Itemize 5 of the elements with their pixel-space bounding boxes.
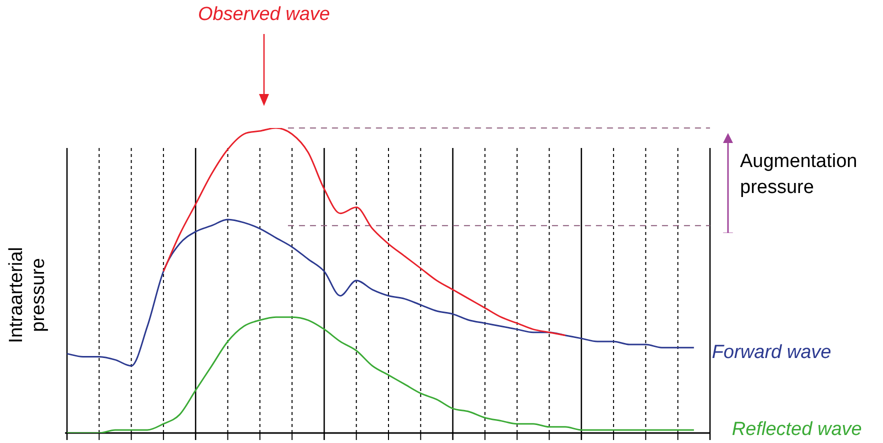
- series-label: Reflected wave: [732, 418, 862, 441]
- y-axis-title: Intraarterial pressure: [6, 246, 50, 346]
- series-label: Forward wave: [712, 342, 832, 364]
- text: Observed wave: [198, 4, 330, 26]
- text: Augmentation pressure: [740, 150, 858, 200]
